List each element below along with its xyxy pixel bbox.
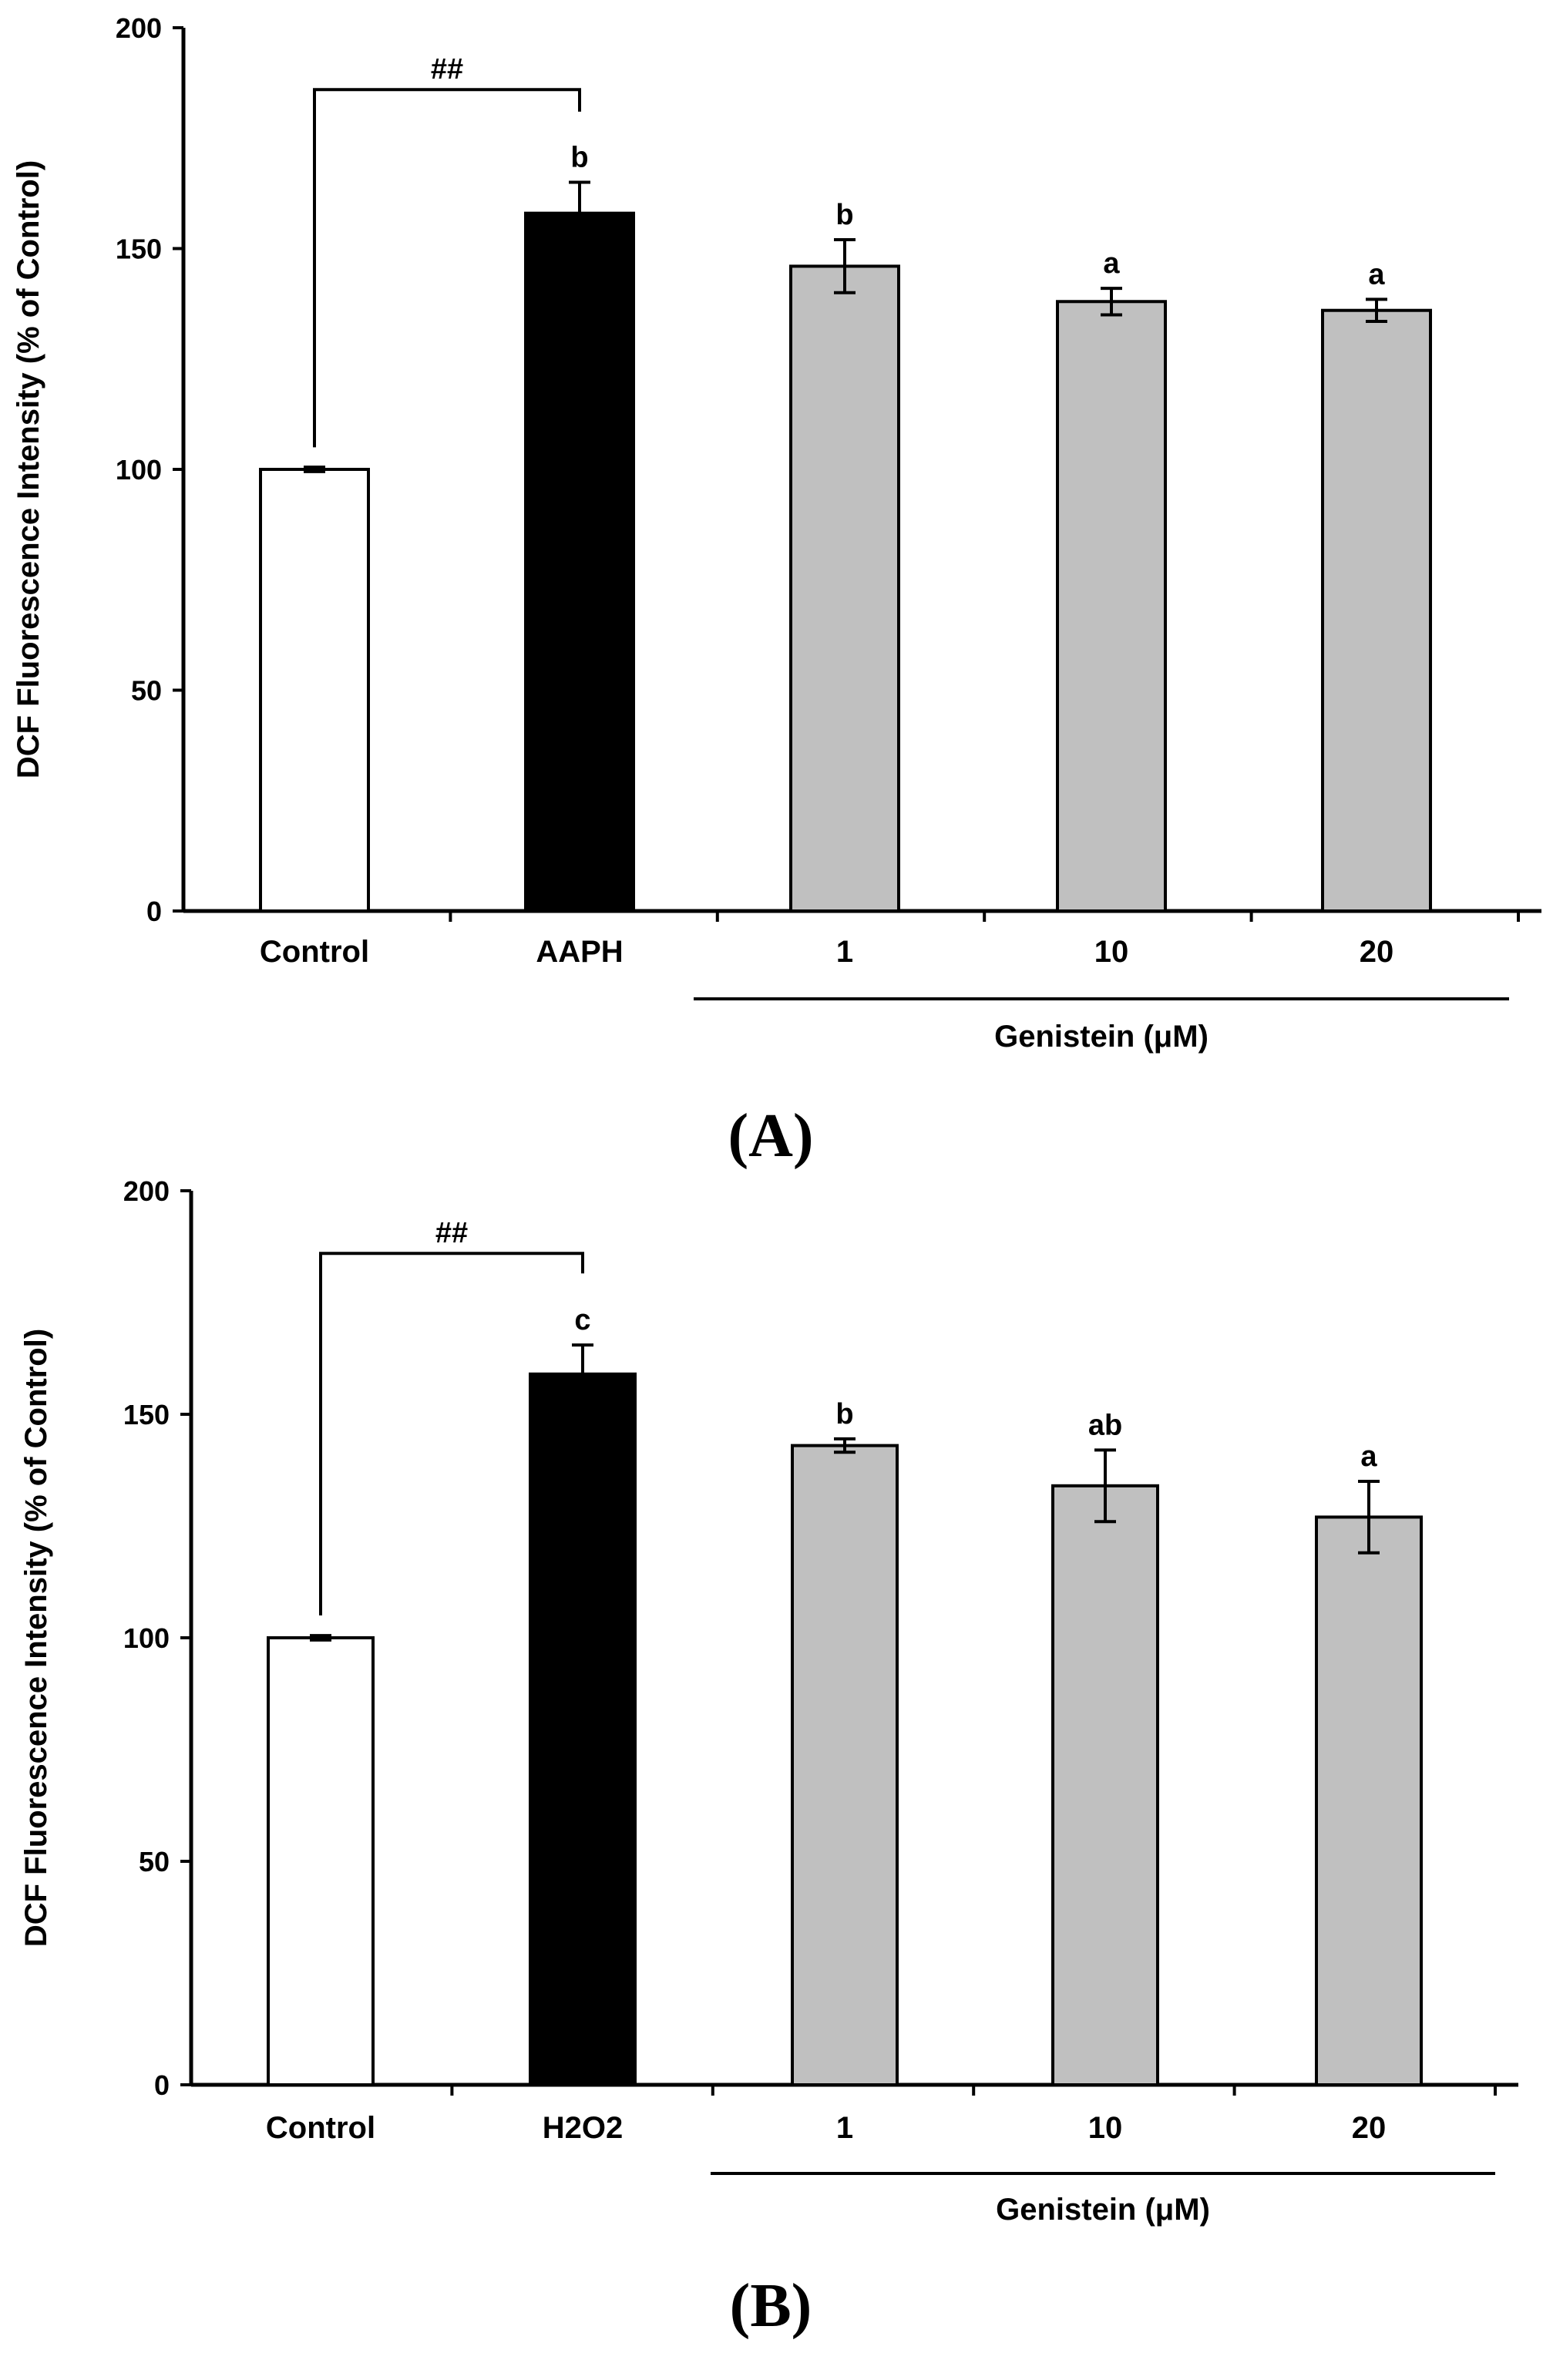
bar-1 (524, 211, 635, 913)
significance-bracket-label: ## (435, 1217, 468, 1249)
bar-0 (259, 468, 370, 913)
category-label-4: 20 (1352, 2111, 1387, 2145)
group-label: Genistein (μM) (996, 2193, 1210, 2227)
y-tick-label: 0 (146, 896, 162, 927)
significance-letter-2: b (835, 1398, 853, 1430)
bar-0 (267, 1636, 375, 2086)
significance-bracket (313, 88, 581, 448)
category-label-2: 1 (836, 2111, 853, 2145)
significance-letter-3: ab (1088, 1409, 1122, 1441)
bar-1 (529, 1372, 637, 2087)
category-label-0: Control (266, 2111, 375, 2145)
panel-label: (A) (728, 1102, 813, 1170)
bar-2 (789, 264, 900, 913)
significance-letter-1: b (570, 142, 588, 174)
significance-bracket-label: ## (431, 53, 463, 86)
category-label-0: Control (260, 935, 369, 969)
bar-4 (1321, 308, 1432, 913)
category-label-3: 10 (1088, 2111, 1123, 2145)
y-tick-label: 200 (123, 1175, 170, 1207)
y-tick-label: 150 (116, 234, 162, 265)
y-tick-label: 100 (116, 454, 162, 486)
y-tick-label: 100 (123, 1622, 170, 1654)
bar-3 (1051, 1484, 1159, 2087)
panel-b-chart: 0 50 100 150 200 DCF Fluorescence Intensity (… (19, 1175, 1518, 2340)
y-tick-label: 50 (139, 1846, 170, 1877)
significance-bracket (319, 1252, 584, 1615)
category-label-1: AAPH (536, 935, 623, 969)
significance-letter-4: a (1360, 1440, 1377, 1473)
y-axis-title: DCF Fluorescence Intensity (% of Control… (19, 1329, 53, 1947)
y-tick-label: 50 (131, 675, 162, 707)
category-label-1: H2O2 (543, 2111, 624, 2145)
bar-3 (1056, 300, 1167, 913)
significance-letter-4: a (1368, 258, 1385, 291)
category-label-3: 10 (1094, 935, 1129, 969)
y-tick-label: 200 (116, 12, 162, 44)
group-label: Genistein (μM) (994, 1020, 1209, 1054)
panel-a-chart: 0 50 100 150 200 DCF Fluorescence Intensity (… (12, 12, 1541, 1170)
panel-label: (B) (730, 2272, 812, 2340)
bar-4 (1315, 1515, 1423, 2086)
significance-letter-3: a (1103, 247, 1120, 280)
category-label-2: 1 (836, 935, 853, 969)
y-axis-title: DCF Fluorescence Intensity (% of Control… (12, 160, 45, 778)
y-tick-label: 150 (123, 1399, 170, 1430)
category-label-4: 20 (1360, 935, 1394, 969)
y-tick-label: 0 (154, 2069, 170, 2101)
bar-2 (791, 1444, 899, 2086)
significance-letter-2: b (835, 199, 853, 231)
significance-letter-1: c (574, 1304, 590, 1336)
